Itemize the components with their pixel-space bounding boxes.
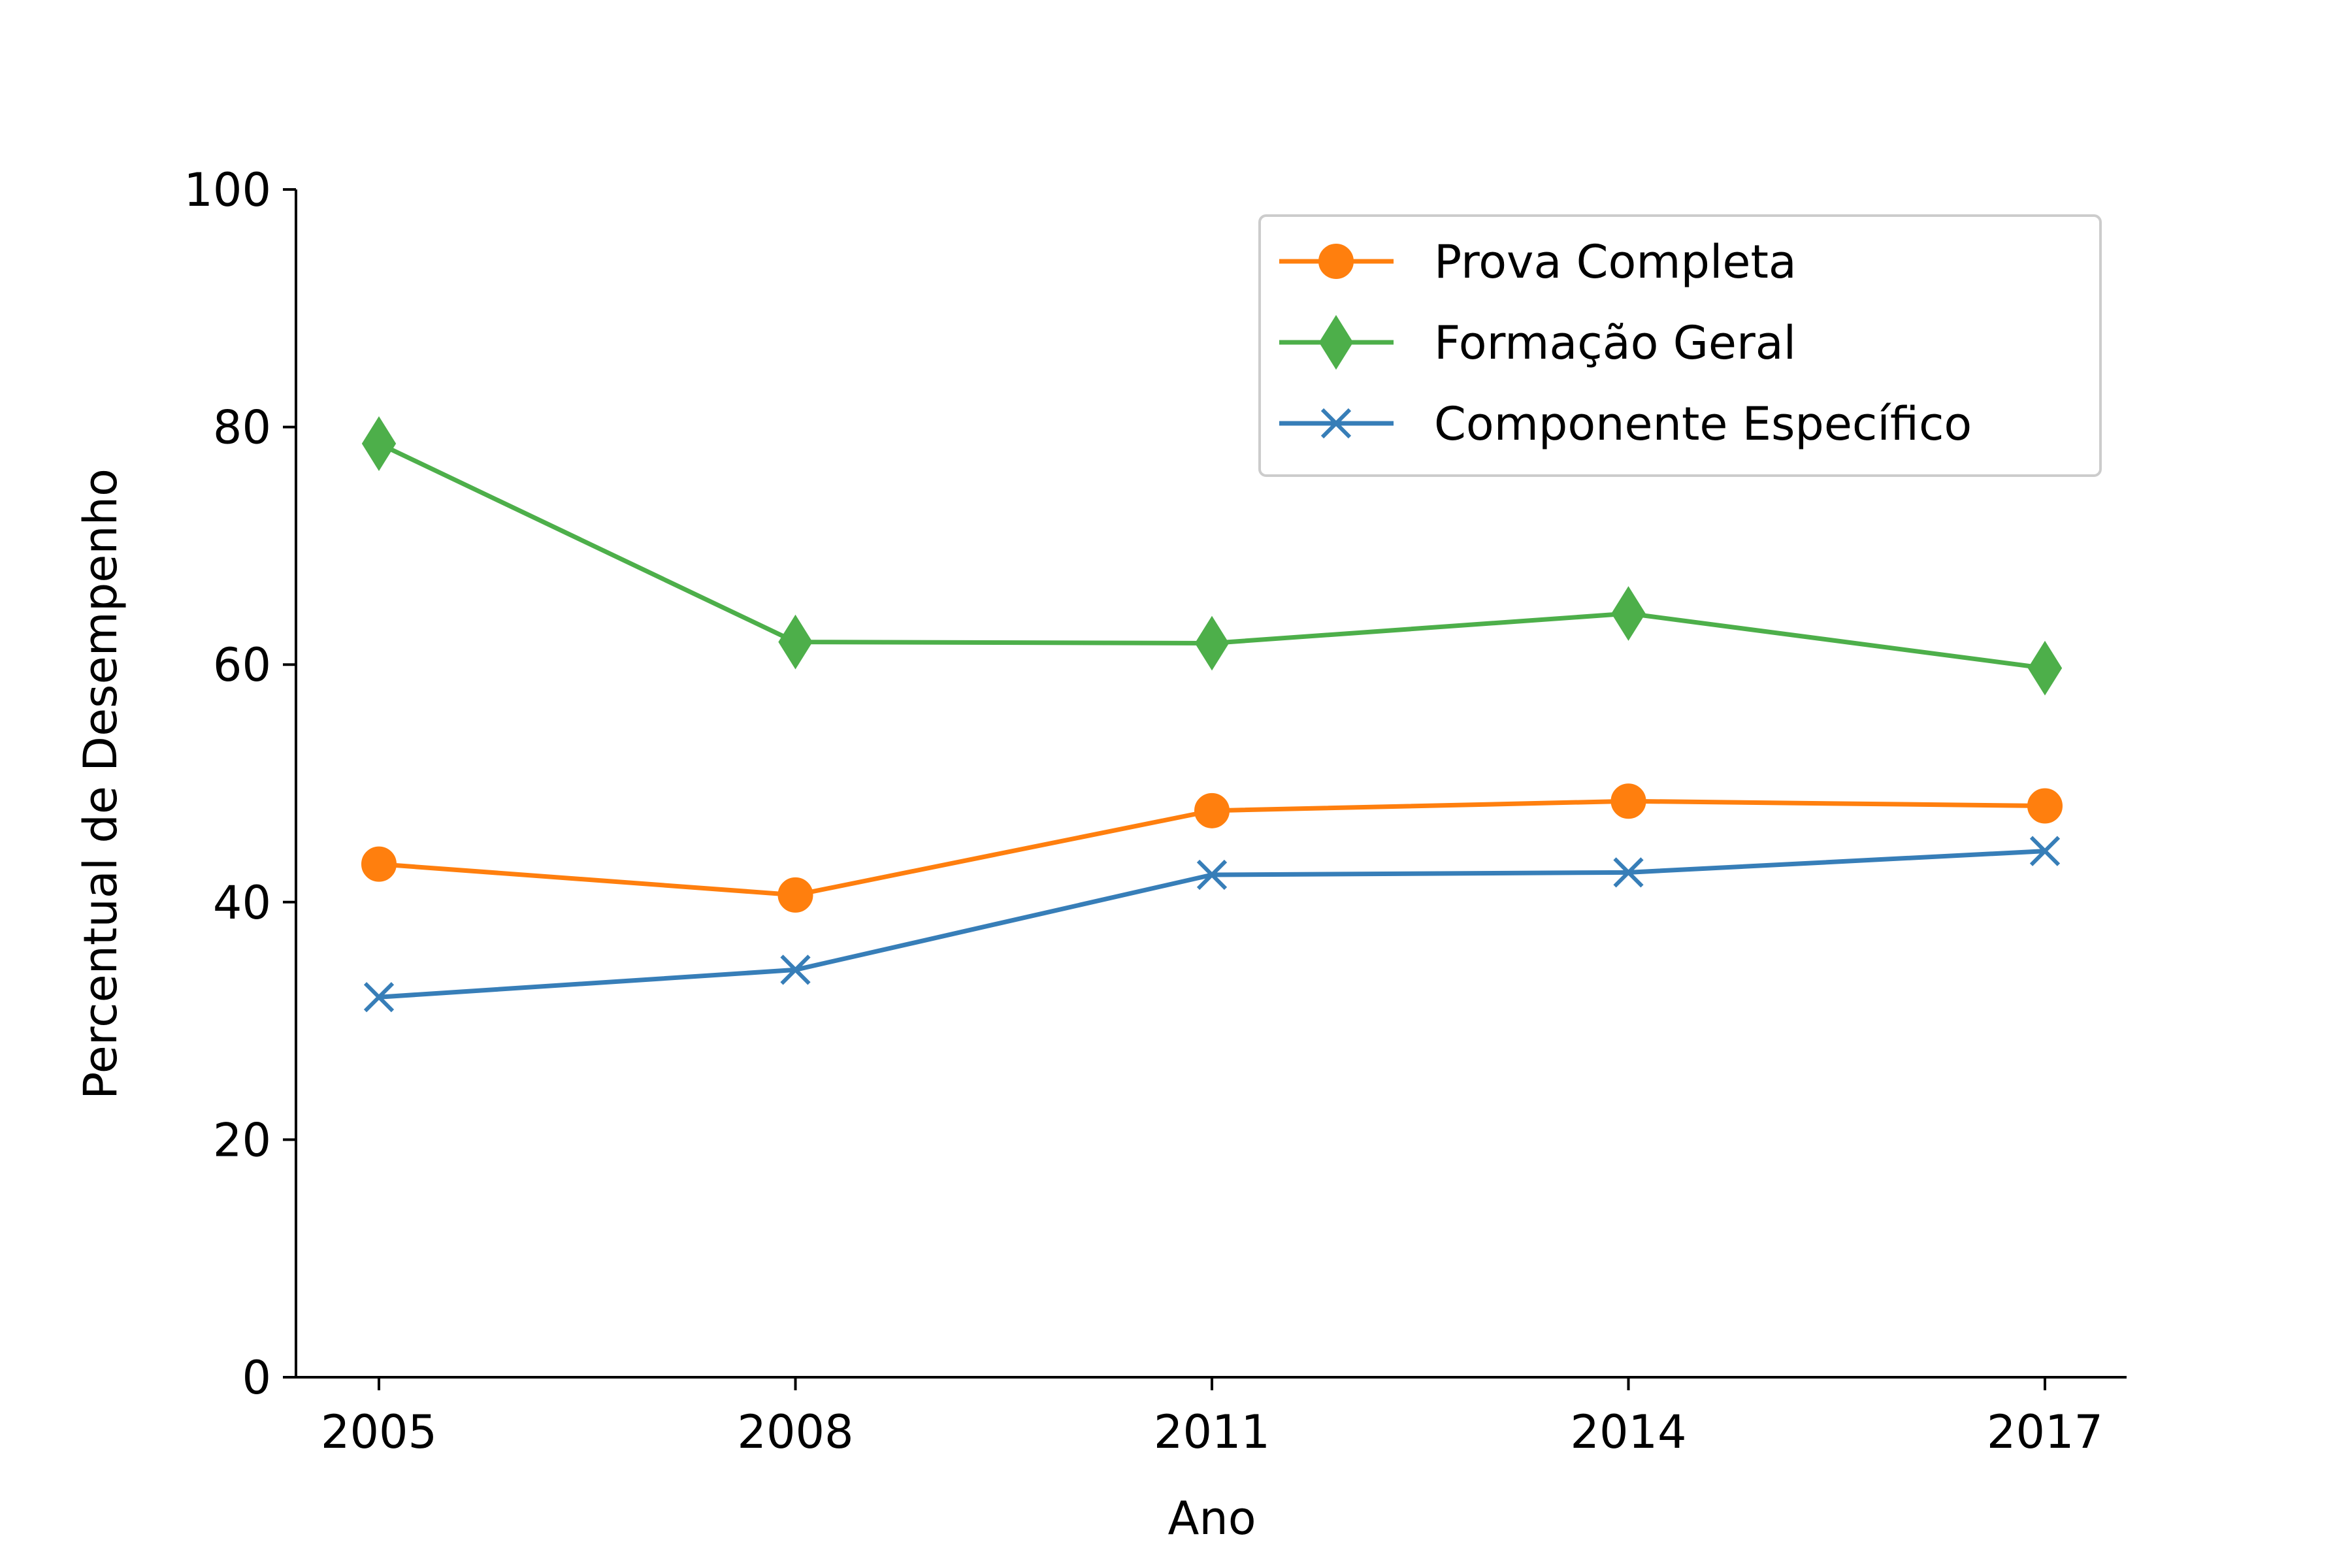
data-point	[778, 614, 813, 670]
data-point	[361, 416, 397, 471]
legend: Prova Completa Formação Geral Componente E…	[1258, 214, 2102, 477]
legend-label: Formação Geral	[1434, 316, 1796, 370]
x-tick-label: 2005	[321, 1405, 437, 1459]
series-layer	[361, 416, 2063, 1013]
data-point	[363, 982, 395, 1013]
x-tick-label: 2011	[1154, 1405, 1270, 1459]
axes: 2005 2008 2011 2014 2017 0 20 40 60 80 100	[184, 163, 2127, 1459]
legend-item: Prova Completa	[1279, 235, 1797, 289]
legend-label: Prova Completa	[1434, 235, 1797, 289]
data-point	[1610, 783, 1646, 819]
data-point	[1613, 857, 1644, 888]
series-2	[361, 416, 2063, 696]
data-point	[2027, 640, 2063, 696]
data-point	[777, 877, 813, 913]
legend-item: Formação Geral	[1279, 315, 1796, 370]
legend-item: Componente Específico	[1279, 397, 1972, 451]
x-tick-label: 2017	[1987, 1405, 2103, 1459]
y-tick-label: 20	[213, 1113, 271, 1167]
y-tick-label: 60	[213, 638, 271, 692]
legend-box	[1258, 214, 2102, 477]
legend-marker	[1318, 244, 1354, 279]
data-point	[1611, 586, 1646, 641]
x-axis-title: Ano	[1168, 1492, 1256, 1545]
y-tick-label: 40	[213, 876, 271, 930]
y-tick-label: 0	[242, 1351, 271, 1405]
data-point	[1196, 859, 1228, 890]
x-tick-label: 2014	[1570, 1405, 1686, 1459]
data-point	[780, 955, 811, 985]
series-3	[363, 836, 2061, 1013]
data-point	[1194, 792, 1230, 828]
y-tick-label: 100	[184, 163, 271, 217]
data-point	[2027, 788, 2063, 824]
y-tick-label: 80	[213, 401, 271, 455]
y-axis-title: Percentual de Desempenho	[74, 468, 127, 1100]
series-1	[361, 783, 2063, 913]
legend-marker	[1318, 315, 1354, 370]
data-point	[1194, 615, 1230, 671]
x-tick-label: 2008	[737, 1405, 853, 1459]
data-point	[2029, 836, 2061, 866]
legend-label: Componente Específico	[1434, 397, 1972, 451]
legend-marker	[1320, 408, 1352, 439]
data-point	[361, 846, 397, 882]
